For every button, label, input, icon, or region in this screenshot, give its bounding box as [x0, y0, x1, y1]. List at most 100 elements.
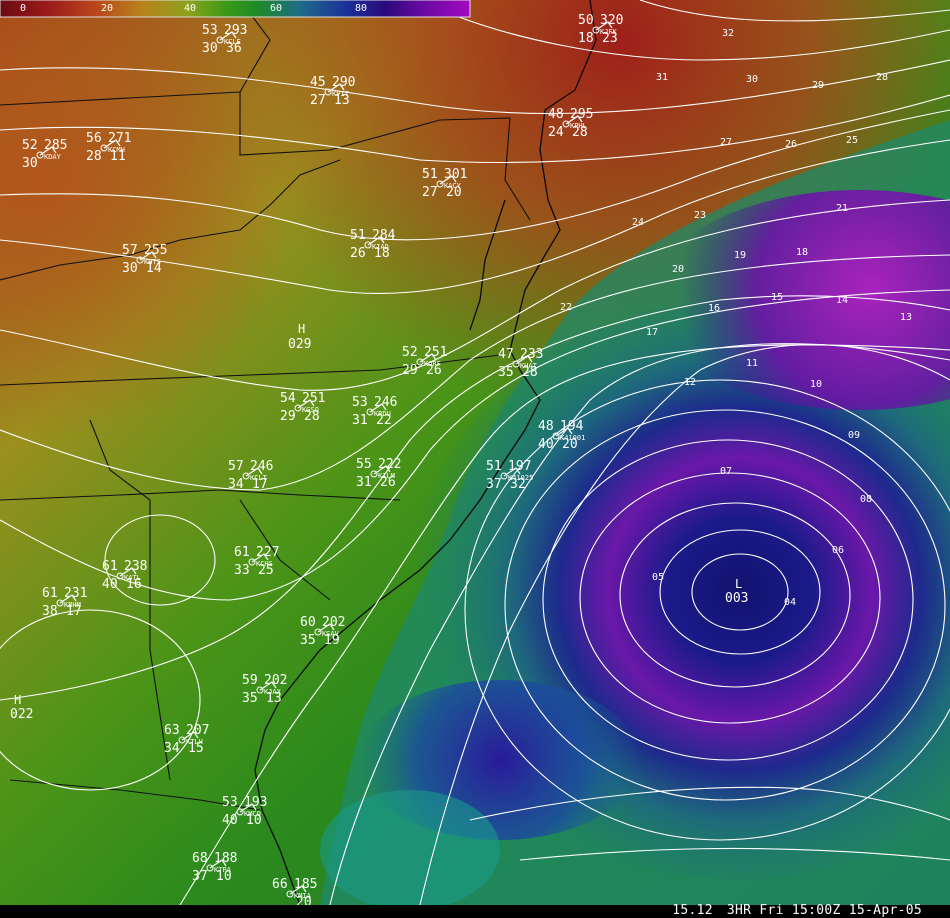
station-pressure: 293 — [224, 23, 247, 38]
colorbar-tick-40: 40 — [184, 3, 196, 14]
wind-barb — [555, 427, 573, 437]
wind-barb — [251, 553, 269, 563]
station-dewpoint: 31 — [356, 475, 372, 490]
station-id: KSAV — [322, 630, 340, 638]
station-marker — [100, 144, 108, 152]
station-id: KCHS — [256, 560, 273, 568]
station-id: KPIT — [332, 90, 350, 98]
station-id: KILM — [378, 472, 395, 480]
wind-barb — [219, 31, 237, 41]
station-temp: 56 — [86, 131, 102, 146]
wind-barb — [181, 731, 199, 741]
station-pressure: 227 — [256, 545, 279, 560]
station-dewpoint: 30 — [122, 261, 138, 276]
station-pressure: 290 — [332, 75, 355, 90]
station-value: 25 — [258, 563, 274, 578]
station-marker — [286, 890, 294, 898]
station-marker — [178, 736, 186, 744]
station-marker — [294, 404, 302, 412]
station-marker — [206, 864, 214, 872]
wind-barb — [103, 139, 121, 149]
contour-label: 27 — [720, 137, 732, 148]
station-plot: 52 285 30 KDAY — [22, 138, 67, 171]
station-value: 20 — [562, 437, 578, 452]
station-pressure: 202 — [322, 615, 345, 630]
station-dewpoint: 26 — [350, 246, 366, 261]
station-pressure: 246 — [374, 395, 397, 410]
station-temp: 63 — [164, 723, 180, 738]
station-value: 26 — [380, 475, 396, 490]
station-dewpoint: 24 — [548, 125, 564, 140]
station-pressure: 285 — [44, 138, 67, 153]
station-pressure: 255 — [144, 243, 167, 258]
station-pressure: 202 — [264, 673, 287, 688]
station-marker — [552, 432, 560, 440]
contour-label: 18 — [796, 247, 808, 258]
contour-label: 07 — [720, 466, 732, 477]
colorbar: 0 20 40 60 80 — [0, 0, 471, 18]
station-marker — [512, 360, 520, 368]
station-dewpoint: 35 — [498, 365, 514, 380]
station-value: 10 — [246, 813, 262, 828]
station-marker — [562, 120, 570, 128]
station-value: 13 — [266, 691, 282, 706]
wind-barb — [373, 465, 391, 475]
wind-barb — [119, 567, 137, 577]
station-pressure: 301 — [444, 167, 467, 182]
station-temp: 51 — [350, 228, 366, 243]
high-value: 029 — [288, 337, 311, 352]
station-temp: 50 — [578, 13, 594, 28]
station-pressure: 246 — [250, 459, 273, 474]
station-dewpoint: 35 — [242, 691, 258, 706]
station-pressure: 320 — [600, 13, 623, 28]
station-value: 32 — [510, 477, 526, 492]
station-value: 16 — [126, 577, 142, 592]
station-marker — [416, 358, 424, 366]
station-dewpoint: 38 — [42, 604, 58, 619]
chesapeake-bay — [469, 199, 506, 331]
station-temp: 53 — [352, 395, 368, 410]
wind-barb — [245, 467, 263, 477]
wind-barb — [239, 803, 257, 813]
wind-barb — [367, 236, 385, 246]
station-value: 22 — [376, 413, 392, 428]
west-high-center: H 022 — [10, 693, 33, 722]
station-id: KCLE — [224, 38, 241, 46]
station-id: K41025 — [508, 474, 533, 482]
station-marker — [500, 472, 508, 480]
contour-label: 32 — [722, 28, 734, 39]
low-pressure-center: L 003 — [725, 577, 748, 606]
station-marker — [56, 599, 64, 607]
station-temp: 48 — [538, 419, 554, 434]
station-temp: 48 — [548, 107, 564, 122]
station-temp: 60 — [300, 615, 316, 630]
station-pressure: 222 — [378, 457, 401, 472]
colorbar-tick-80: 80 — [355, 3, 367, 14]
station-dewpoint: 40 — [222, 813, 238, 828]
contour-labels: 32 31 30 29 28 27 26 25 24 23 22 21 20 1… — [560, 28, 912, 608]
station-temp: 57 — [122, 243, 138, 258]
station-value: 20 — [446, 185, 462, 200]
contour-label: 05 — [652, 572, 664, 583]
wind-barb — [139, 251, 157, 261]
station-pressure: 251 — [302, 391, 325, 406]
station-id: KMIA — [294, 892, 312, 900]
station-value: 23 — [602, 31, 618, 46]
station-id: KTLH — [186, 738, 203, 746]
colorbar-tick-0: 0 — [20, 3, 26, 14]
station-value: 17 — [252, 477, 268, 492]
wind-barb — [297, 399, 315, 409]
footer-value: 15.12 — [672, 903, 713, 918]
